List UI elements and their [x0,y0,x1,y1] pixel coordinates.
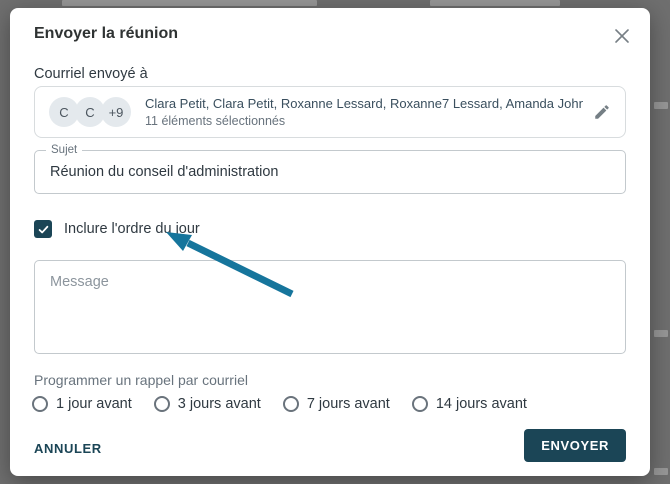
radio-3-days-before[interactable]: 3 jours avant [153,396,261,412]
send-meeting-dialog: Envoyer la réunion Courriel envoyé à C C… [10,8,650,476]
edit-recipients-button[interactable] [593,103,611,121]
include-agenda-checkbox-row[interactable]: Inclure l'ordre du jour [34,220,200,238]
pencil-icon [595,105,609,119]
send-button[interactable]: ENVOYER [524,429,626,462]
dimmed-page-artifact [654,330,668,337]
subject-label: Sujet [46,144,83,156]
recipients-label: Courriel envoyé à [34,66,148,82]
cancel-button[interactable]: ANNULER [34,441,102,456]
include-agenda-label: Inclure l'ordre du jour [64,221,200,237]
reminder-options: 1 jour avant 3 jours avant 7 jours avant… [32,396,527,412]
subject-input[interactable] [35,151,625,193]
recipient-count: 11 éléments sélectionnés [145,114,286,128]
reminder-section-label: Programmer un rappel par courriel [34,372,248,388]
dimmed-page-artifact [62,0,317,6]
checkbox-checked-icon[interactable] [34,220,52,238]
close-icon[interactable] [612,26,632,46]
radio-icon[interactable] [411,396,428,412]
avatar-overflow-count: +9 [101,97,131,127]
recipient-names: Clara Petit, Clara Petit, Roxanne Lessar… [145,96,583,111]
dialog-title: Envoyer la réunion [34,25,179,42]
dimmed-page-artifact [654,102,668,109]
message-field-outline [34,260,626,354]
message-input[interactable] [35,261,625,353]
radio-14-days-before[interactable]: 14 jours avant [411,396,527,412]
subject-field-outline: Sujet [34,144,626,194]
radio-1-day-before[interactable]: 1 jour avant [32,396,132,412]
dimmed-page-artifact [654,468,668,475]
avatar: C [49,97,79,127]
radio-icon[interactable] [153,396,170,412]
radio-icon[interactable] [32,396,48,412]
dimmed-page-artifact [430,0,560,6]
recipients-summary: Clara Petit, Clara Petit, Roxanne Lessar… [145,96,583,128]
avatar: C [75,97,105,127]
radio-icon[interactable] [282,396,299,412]
radio-7-days-before[interactable]: 7 jours avant [282,396,390,412]
recipients-field[interactable]: C C +9 Clara Petit, Clara Petit, Roxanne… [34,86,626,138]
recipient-avatars: C C +9 [49,97,131,127]
